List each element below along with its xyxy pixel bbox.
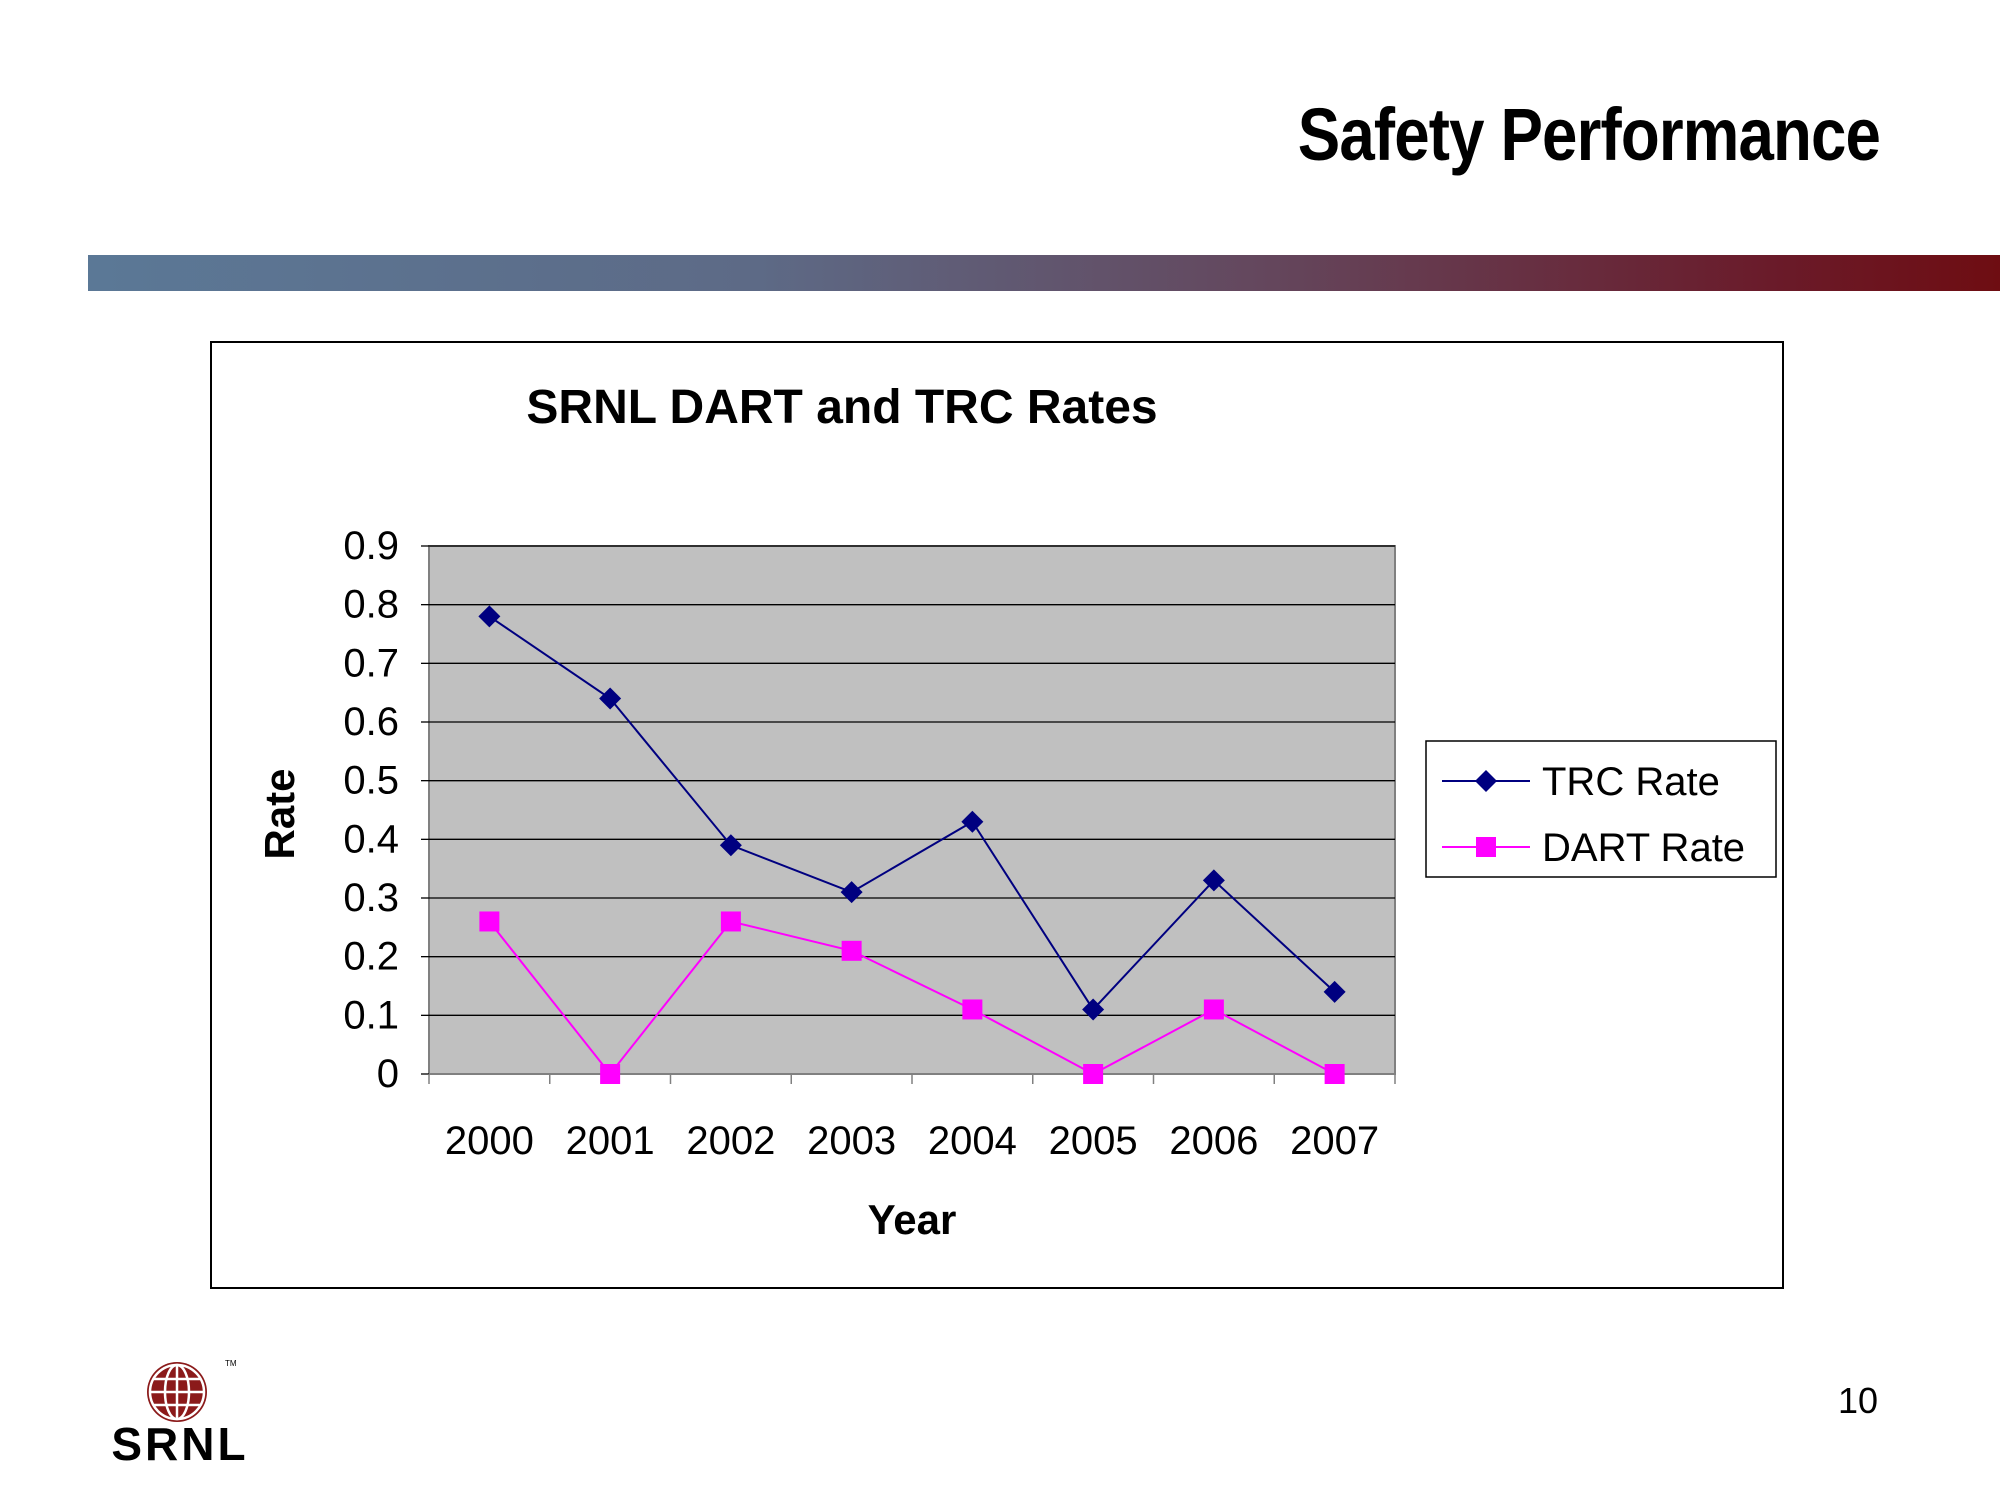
y-tick-label: 0.1 [343,993,399,1037]
logo-trademark: TM [225,1359,237,1368]
y-axis-label: Rate [256,768,303,859]
x-tick-label: 2007 [1290,1119,1379,1163]
srnl-logo: TM SRNL [111,1359,248,1470]
data-point-dart [720,911,741,932]
series-line-dart [488,920,1336,1076]
logo-wordmark: SRNL [111,1418,248,1470]
chart-frame: SRNL DART and TRC Rates 0 0.1 0.2 0.3 0.4 0.5 0… [210,341,1784,1289]
x-axis-label: Year [868,1196,957,1243]
y-tick-label: 0 [377,1052,399,1096]
y-tick-label: 0.6 [343,700,399,744]
data-point-trc [840,881,863,904]
data-point-dart [600,1064,621,1084]
data-point-dart [841,940,862,961]
data-point-trc [1202,869,1225,892]
data-point-dart [1324,1064,1345,1084]
y-tick-label: 0.5 [343,759,399,803]
chart-title: SRNL DART and TRC Rates [526,381,1157,434]
plot-area [428,545,1396,1075]
x-tick-label: 2006 [1169,1119,1258,1163]
y-tick-label: 0.8 [343,583,399,627]
y-tick-label: 0.4 [343,817,399,861]
data-point-trc [719,834,742,857]
x-tick-label: 2005 [1049,1119,1138,1163]
data-point-trc [478,605,501,628]
globe-icon [147,1362,207,1422]
legend-marker [1476,837,1496,857]
y-tick-label: 0.3 [343,876,399,920]
y-tick-label: 0.7 [343,641,399,685]
x-tick-label: 2004 [928,1119,1017,1163]
x-tick-label: 2003 [807,1119,896,1163]
legend-marker [1475,770,1497,792]
legend-label: DART Rate [1542,826,1745,870]
x-tick-label: 2000 [445,1119,534,1163]
data-point-dart [1083,1064,1104,1084]
slide-title: Safety Performance [1297,93,1881,176]
data-point-dart [962,999,983,1020]
data-point-trc [599,687,622,710]
y-tick-label: 0.9 [343,524,399,568]
data-point-trc [961,810,984,833]
series-line-trc [488,615,1336,1012]
x-tick-label: 2001 [566,1119,655,1163]
y-tick-label: 0.2 [343,935,399,979]
legend-label: TRC Rate [1542,760,1720,804]
data-point-trc [1082,998,1105,1021]
data-point-dart [1203,999,1224,1020]
page-number: 10 [1837,1380,1878,1421]
x-tick-label: 2002 [686,1119,775,1163]
data-point-trc [1323,980,1346,1003]
data-point-dart [479,911,500,932]
line-chart: SRNL DART and TRC Rates 0 0.1 0.2 0.3 0.4 0.5 0… [256,381,1777,1243]
title-divider-bar [88,255,2000,291]
